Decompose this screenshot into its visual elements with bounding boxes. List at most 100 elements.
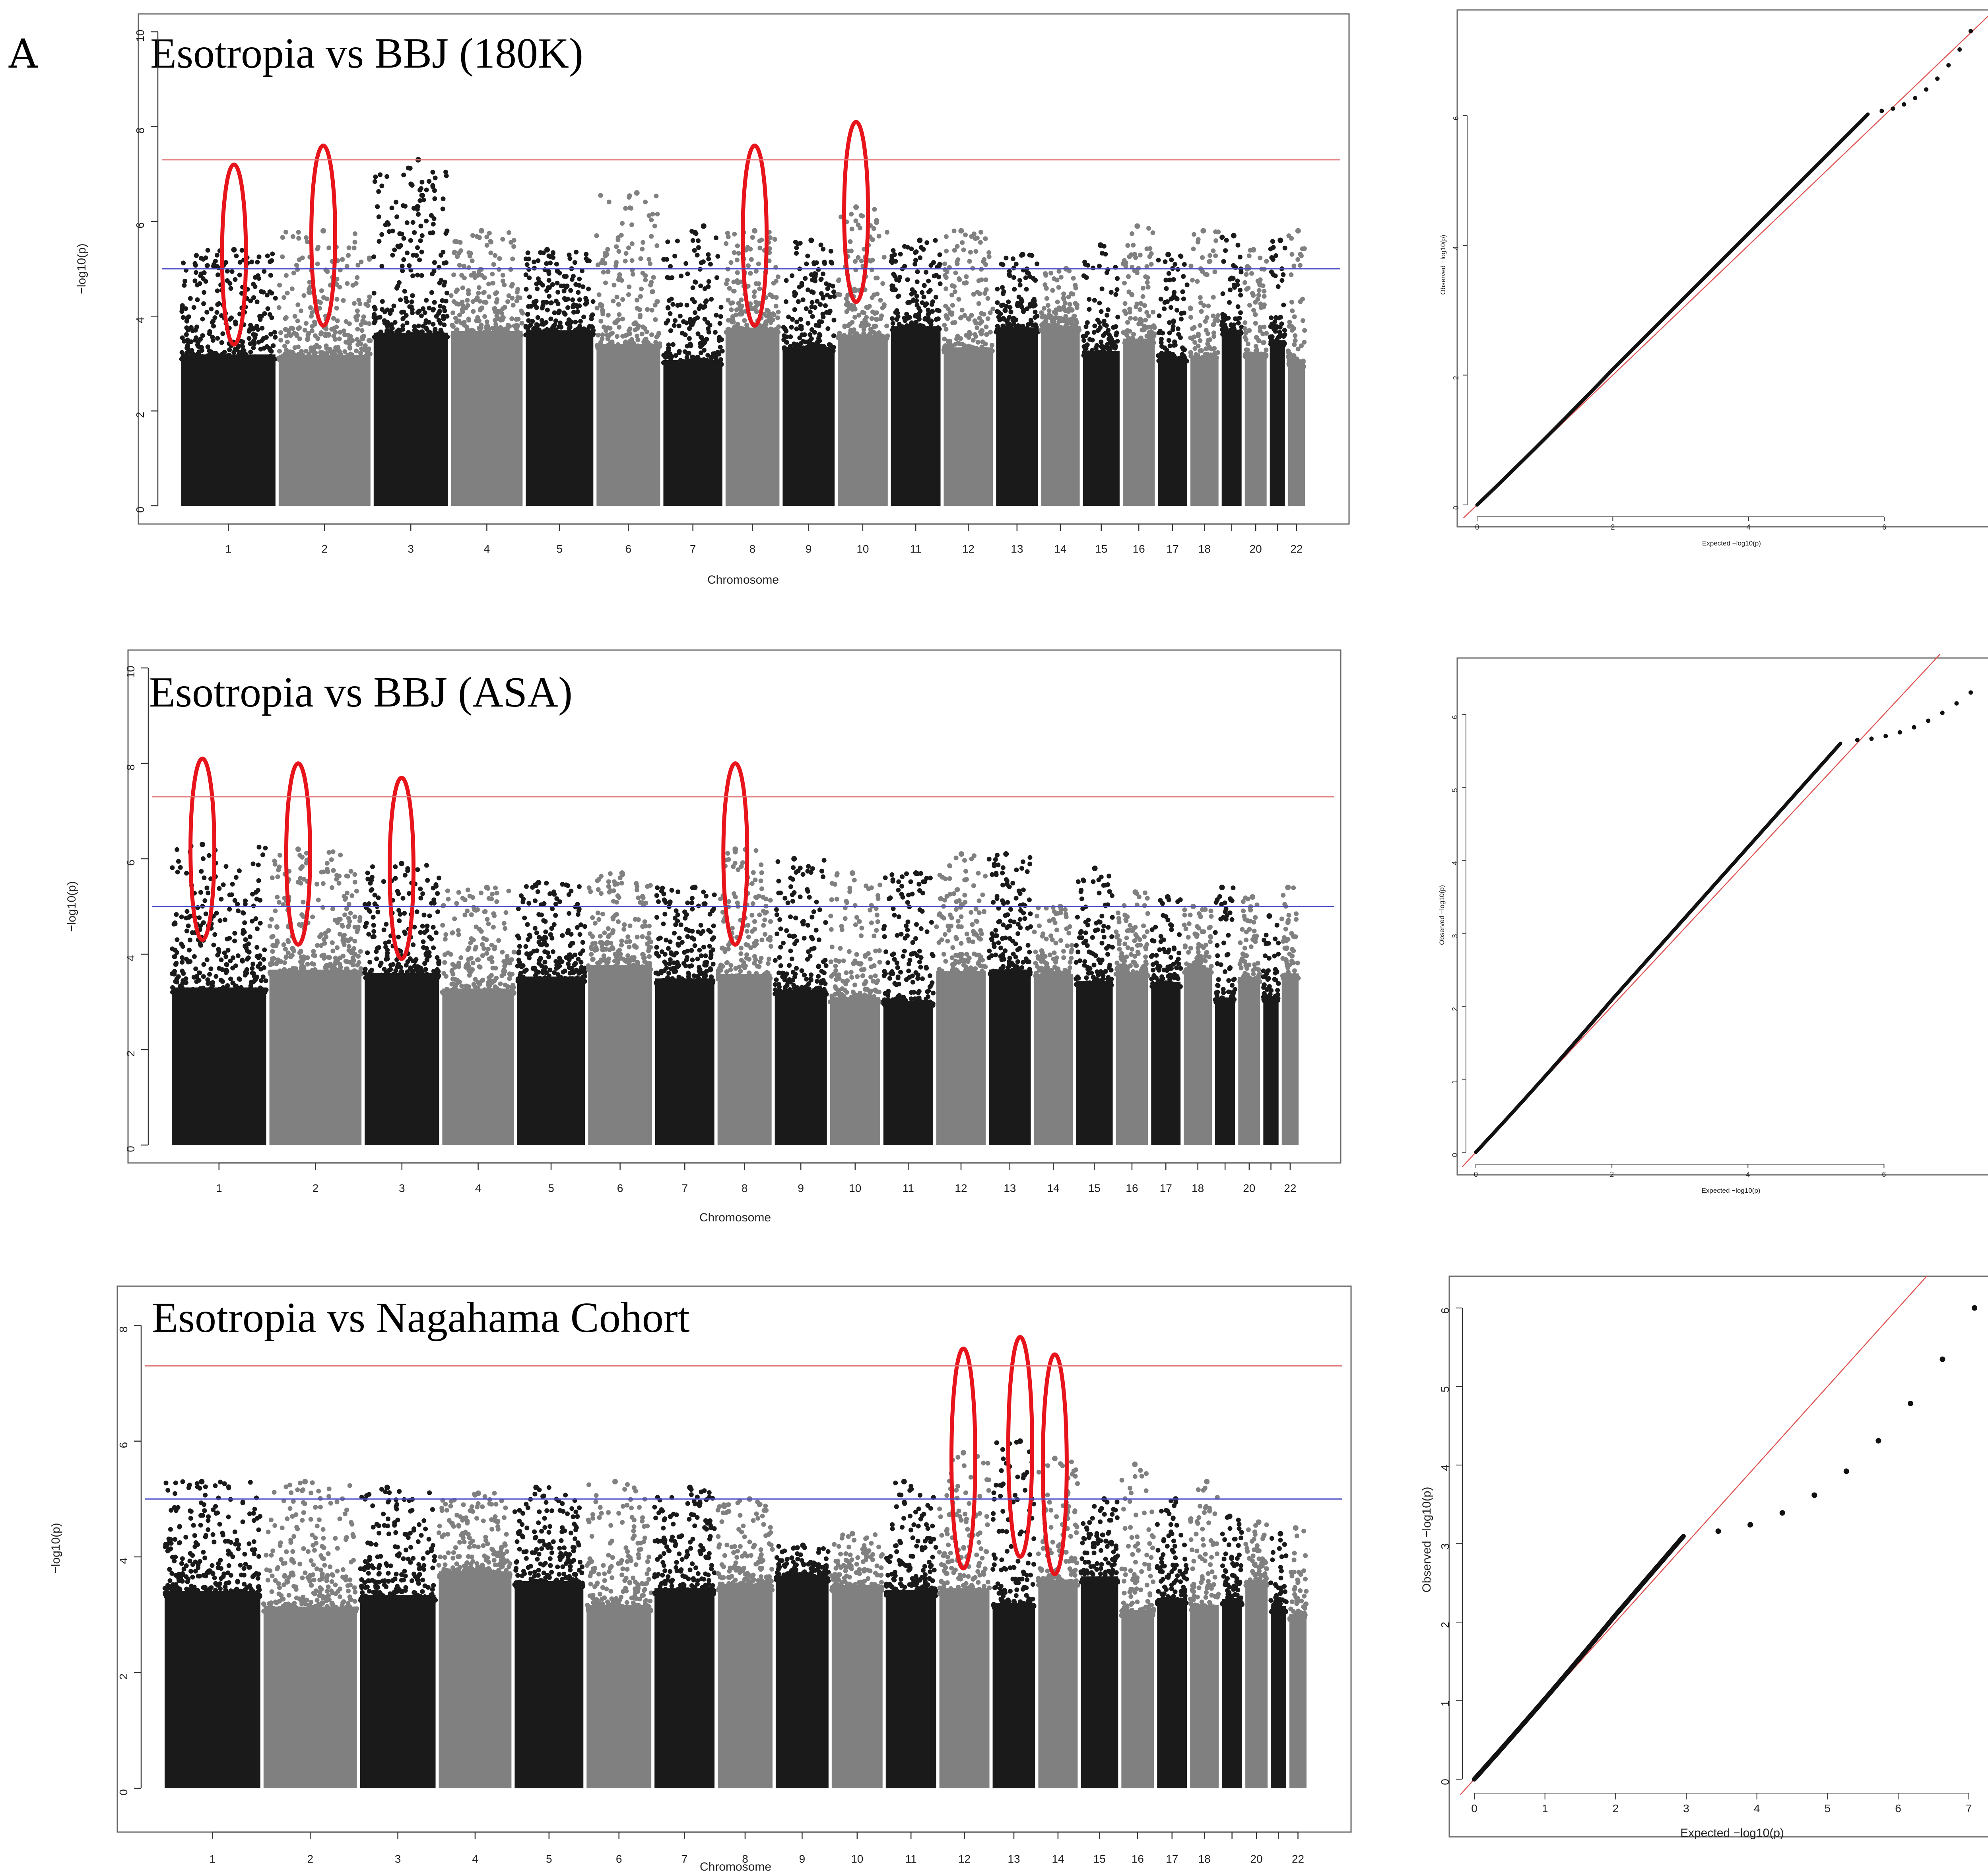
snp-point	[1302, 246, 1307, 251]
snp-point	[1113, 292, 1118, 297]
dense-snp-band	[663, 360, 722, 506]
snp-point	[1092, 298, 1097, 303]
snp-point	[352, 879, 357, 885]
x-tick-label: 20	[1250, 543, 1262, 555]
snp-point	[1115, 314, 1120, 320]
snp-point	[1172, 290, 1177, 295]
snp-point	[709, 297, 714, 302]
snp-point	[1093, 345, 1099, 351]
snp-point	[952, 284, 957, 289]
snp-point	[252, 275, 258, 280]
snp-point	[299, 349, 304, 354]
snp-point	[572, 260, 577, 265]
snp-point	[1165, 348, 1169, 353]
snp-point	[514, 289, 520, 295]
snp-point	[606, 312, 611, 318]
snp-point	[944, 275, 949, 280]
snp-point	[567, 322, 572, 328]
snp-point	[285, 340, 290, 345]
snp-point	[182, 278, 188, 283]
snp-point	[1211, 248, 1216, 253]
snp-point	[527, 275, 532, 280]
snp-point	[1282, 332, 1287, 337]
snp-point	[268, 348, 273, 353]
snp-point	[201, 856, 206, 861]
snp-point	[294, 332, 299, 337]
snp-point	[221, 882, 226, 887]
snp-point	[181, 315, 186, 320]
snp-point	[333, 971, 338, 976]
snp-point	[390, 229, 395, 233]
snp-point	[825, 326, 831, 331]
snp-point	[1208, 253, 1213, 258]
snp-point	[303, 971, 309, 976]
snp-point	[1237, 331, 1242, 336]
snp-point	[334, 306, 339, 311]
snp-point	[342, 894, 347, 899]
snp-point	[702, 316, 707, 322]
snp-point	[272, 330, 277, 335]
snp-point	[758, 330, 763, 335]
snp-point	[1206, 303, 1211, 309]
snp-point	[973, 332, 978, 337]
snp-point	[920, 290, 925, 295]
snp-point	[425, 878, 430, 883]
snp-point	[354, 889, 359, 894]
snp-point	[289, 353, 295, 358]
snp-point	[170, 985, 175, 990]
snp-point	[184, 350, 189, 355]
snp-point	[1039, 327, 1044, 332]
snp-point	[1108, 346, 1113, 351]
snp-point	[942, 336, 947, 342]
snp-point	[703, 299, 708, 305]
snp-point	[695, 315, 700, 320]
snp-point	[1103, 330, 1108, 336]
dense-snp-band	[1041, 326, 1080, 506]
snp-point	[497, 267, 502, 272]
snp-point	[296, 230, 301, 235]
snp-point	[976, 301, 981, 306]
snp-point	[1244, 272, 1249, 277]
snp-point	[198, 337, 203, 342]
snp-point	[773, 303, 779, 309]
x-tick-label: 3	[408, 543, 414, 555]
snp-point	[484, 319, 489, 324]
snp-point	[174, 980, 179, 985]
peak-snp-point	[478, 228, 484, 234]
snp-point	[216, 301, 221, 306]
snp-point	[1010, 256, 1015, 261]
snp-point	[1235, 304, 1241, 309]
snp-point	[1298, 252, 1303, 257]
peak-snp-point	[1019, 252, 1025, 258]
snp-point	[395, 243, 400, 248]
snp-point	[1121, 330, 1126, 335]
snp-point	[1282, 328, 1287, 333]
snp-point	[467, 254, 472, 258]
snp-point	[200, 316, 205, 322]
snp-point	[594, 305, 600, 311]
snp-point	[955, 244, 960, 249]
snp-point	[283, 327, 289, 332]
snp-point	[355, 308, 360, 313]
snp-point	[690, 285, 695, 290]
snp-point	[693, 279, 698, 284]
snp-point	[1147, 332, 1152, 337]
snp-point	[796, 299, 801, 304]
snp-point	[186, 959, 191, 965]
snp-point	[1229, 322, 1234, 327]
snp-point	[342, 349, 348, 354]
snp-point	[474, 318, 479, 323]
snp-point	[799, 283, 804, 288]
snp-point	[474, 234, 480, 239]
snp-point	[693, 310, 697, 315]
snp-point	[765, 330, 770, 335]
snp-point	[1127, 307, 1132, 312]
snp-point	[346, 902, 351, 906]
snp-point	[201, 257, 206, 262]
snp-point	[635, 297, 640, 303]
snp-point	[1000, 285, 1005, 290]
snp-point	[554, 262, 559, 267]
snp-point	[726, 329, 731, 334]
snp-point	[1122, 301, 1128, 306]
